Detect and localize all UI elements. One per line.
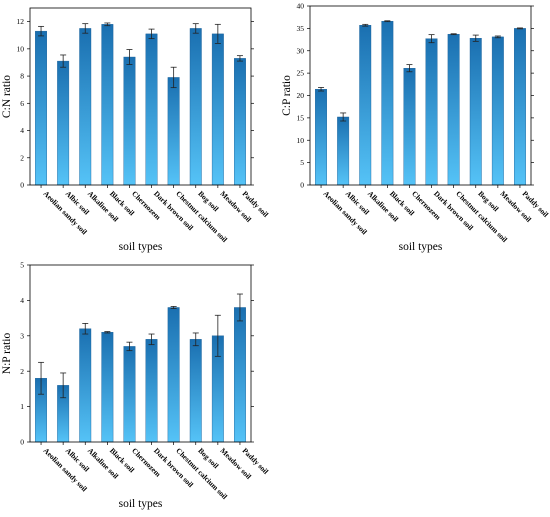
cp-bar-9 [491,36,504,186]
cp-error-bar-3 [362,23,369,27]
cp-y-tick-label-1: 0 [300,181,304,190]
cn-y-tick-label-1: 0 [20,181,24,190]
cn-error-bar-7 [170,66,177,89]
np-bar-6 [145,339,158,443]
np-bar-7 [167,307,180,443]
cn-bar-5 [123,56,136,186]
np-y-tick-label-5: 4 [20,296,24,305]
cn-y-tick-label-6: 10 [17,44,25,53]
cp-bar-2 [337,116,350,186]
cp-y-tick-label-3: 10 [297,136,305,145]
cn-bar-10 [233,58,246,186]
cp-error-bar-10 [516,27,523,30]
cn-bar-2 [57,60,70,186]
cp-y-tick-label-5: 20 [297,91,305,100]
cn-y-tick-label-3: 4 [20,126,24,135]
np-bar-4 [101,332,114,443]
np-error-bar-8 [192,332,199,347]
cn-x-axis-title: soil types [119,241,163,253]
np-error-bar-2 [60,372,67,399]
cn-error-bar-9 [214,23,221,44]
cp-y-tick-label-8: 35 [297,24,305,33]
cp-y-tick-label-4: 15 [297,113,305,122]
cp-error-bar-4 [384,20,391,23]
np-y-tick-label-2: 1 [20,402,24,411]
np-error-bar-9 [214,314,221,357]
np-y-tick-label-1: 0 [20,438,24,447]
cp-y-tick-label-9: 40 [297,2,305,11]
np-error-bar-1 [38,361,45,395]
cn-error-bar-3 [82,23,89,34]
np-y-tick-label-4: 3 [20,331,24,340]
cp-bar-3 [359,25,372,186]
np-error-bar-10 [236,293,243,322]
cp-error-bar-6 [428,34,435,44]
cp-x-axis-title: soil types [399,241,443,253]
cn-error-bar-2 [60,54,67,68]
np-bar-10 [233,307,246,443]
np-y-tick-label-3: 2 [20,367,24,376]
cp-y-axis-title: C:P ratio [281,75,293,116]
cn-bar-3 [79,28,92,186]
np-error-bar-3 [82,323,89,335]
cp-bar-7 [447,33,460,186]
np-x-axis-title: soil types [119,498,163,510]
np-error-bar-5 [126,341,133,352]
np-error-bar-7 [170,306,177,309]
cp-bar-4 [381,21,394,186]
cp-y-tick-label-6: 25 [297,69,305,78]
cp-error-bar-5 [406,64,413,73]
cn-error-bar-1 [38,25,45,37]
cn-y-tick-label-2: 2 [20,153,24,162]
cp-bar-6 [425,38,438,186]
cp-y-tick-label-2: 5 [300,158,304,167]
cp-bar-8 [469,38,482,186]
np-y-axis-title: N:P ratio [1,333,13,375]
cn-y-tick-label-5: 8 [20,72,24,81]
cn-bar-4 [101,24,114,186]
np-bar-3 [79,328,92,443]
cn-error-bar-5 [126,49,133,65]
cp-error-bar-8 [472,34,479,42]
cn-y-tick-label-4: 6 [20,99,24,108]
np-axes-frame [29,264,252,443]
np-error-bar-6 [148,333,155,346]
cp-bar-5 [403,67,416,186]
cn-bar-6 [145,33,158,186]
cn-bar-7 [167,77,180,186]
cp-error-bar-1 [318,87,325,92]
cn-error-bar-6 [148,28,155,40]
cn-bar-1 [35,30,47,186]
cn-y-tick-label-7: 12 [17,17,25,26]
cp-error-bar-7 [450,33,457,36]
cp-error-bar-2 [340,112,347,122]
np-y-tick-label-6: 5 [20,261,24,270]
cp-error-bar-9 [494,35,501,39]
cn-axes-frame [29,7,252,186]
cn-error-bar-10 [236,55,243,62]
cn-y-axis-title: C:N ratio [1,75,13,118]
np-error-bar-4 [104,331,111,334]
cn-bar-9 [211,33,224,186]
cp-bar-1 [315,89,327,186]
np-bar-5 [123,346,136,443]
cp-bar-10 [514,28,526,186]
cn-error-bar-8 [192,23,199,34]
np-bar-8 [189,339,202,443]
cn-error-bar-4 [104,22,111,27]
cp-y-tick-label-7: 30 [297,46,305,55]
cn-bar-8 [189,28,202,186]
